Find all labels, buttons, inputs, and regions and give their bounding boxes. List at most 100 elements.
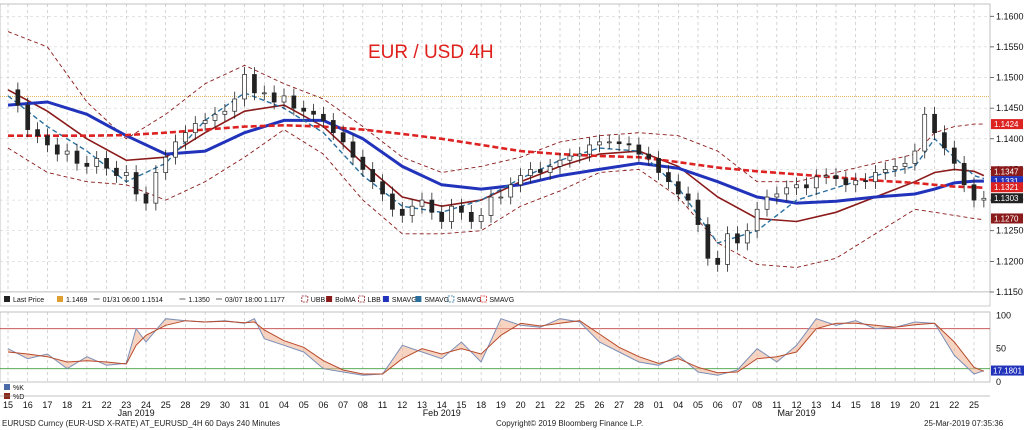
- price-badge-label: 1.1303: [994, 194, 1019, 203]
- x-day-label: 22: [102, 400, 112, 410]
- indicator-panel: 100 50 017.1801 %K %D: [0, 310, 1024, 401]
- x-day-label: 15: [3, 400, 13, 410]
- candle-body: [695, 199, 701, 225]
- price-tick-label: 1.1500: [996, 73, 1024, 83]
- x-month-label: Mar 2019: [778, 408, 816, 418]
- x-day-label: 20: [516, 400, 526, 410]
- price-badge-label: 1.1321: [994, 183, 1019, 192]
- candle-body: [557, 159, 563, 167]
- x-day-label: 08: [752, 400, 762, 410]
- candle-body: [813, 176, 819, 189]
- indicator-badge-label: 17.1801: [993, 367, 1022, 376]
- x-day-label: 15: [851, 400, 861, 410]
- candle-body: [892, 166, 898, 170]
- indicator-legend-label: %D: [13, 394, 24, 401]
- candle-body: [705, 224, 711, 259]
- candle-body: [804, 184, 809, 189]
- square-icon: [382, 296, 389, 302]
- candle-body: [636, 144, 642, 155]
- candle-body: [163, 156, 169, 173]
- candle-body: [587, 144, 592, 155]
- candle-body: [646, 153, 652, 159]
- x-day-label: 12: [792, 400, 802, 410]
- candle-body: [468, 211, 474, 222]
- candle-body: [735, 233, 740, 244]
- x-day-label: 06: [318, 400, 328, 410]
- square-icon: [326, 296, 333, 302]
- candle-body: [84, 162, 90, 167]
- x-day-label: 28: [180, 400, 190, 410]
- candle-body: [419, 199, 425, 207]
- candle-body: [981, 197, 987, 201]
- candle-body: [754, 208, 760, 232]
- price-tick-label: 1.1200: [996, 256, 1024, 266]
- candle-body: [291, 95, 297, 109]
- x-day-label: 07: [338, 400, 348, 410]
- candle-body: [114, 167, 119, 176]
- legend-label: Last Price: [13, 297, 44, 304]
- x-day-label: 29: [200, 400, 210, 410]
- x-day-label: 22: [949, 400, 959, 410]
- legend-label: 1.1350: [188, 297, 210, 304]
- candle-body: [459, 205, 464, 213]
- legend-label: SMAVG: [489, 297, 514, 304]
- candle-body: [666, 172, 671, 183]
- dash-icon: [358, 295, 366, 303]
- candle-body: [833, 175, 839, 179]
- x-day-label: 18: [476, 400, 486, 410]
- candle-body: [853, 180, 859, 186]
- candle-body: [360, 156, 366, 170]
- candle-body: [153, 172, 159, 204]
- legend-label: LBB: [368, 297, 382, 304]
- candle-body: [932, 113, 937, 134]
- candle-body: [15, 89, 21, 106]
- price-tick-label: 1.1550: [996, 42, 1024, 52]
- candle-body: [380, 181, 385, 195]
- candle-body: [183, 132, 188, 143]
- candle-body: [390, 193, 395, 210]
- price-badge: [991, 213, 1023, 224]
- smavg-slow-line: [7, 100, 984, 205]
- candle-body: [54, 144, 60, 155]
- x-day-label: 21: [930, 400, 940, 410]
- footer-left: EURUSD Curncy (EUR-USD X-RATE) AT_EURUSD…: [2, 419, 280, 428]
- square-icon: [57, 296, 63, 302]
- candle-body: [192, 123, 198, 134]
- candle-body: [330, 120, 336, 134]
- price-badge-label: 1.1331: [994, 177, 1019, 186]
- legend: Last Price 1.1469 01/31 06:00 1.1514 1.1350…: [0, 291, 991, 307]
- price-badge: [991, 119, 1023, 130]
- x-day-label: 25: [575, 400, 585, 410]
- candle-body: [202, 120, 208, 124]
- candle-body: [498, 196, 504, 199]
- candle-body: [340, 132, 346, 143]
- x-day-label: 07: [732, 400, 742, 410]
- x-day-label: 28: [634, 400, 644, 410]
- x-day-label: 25: [161, 400, 171, 410]
- square-icon: [4, 384, 10, 390]
- candle-body: [656, 158, 661, 173]
- candle-body: [173, 141, 178, 158]
- candle-body: [25, 104, 31, 130]
- legend-label: 01/31 06:00 1.1514: [103, 297, 163, 304]
- x-day-label: 01: [259, 400, 269, 410]
- candle-body: [774, 193, 780, 198]
- x-day-label: 05: [299, 400, 309, 410]
- candle-body: [794, 184, 799, 189]
- price-tick-label: 1.1150: [996, 287, 1023, 297]
- dash-icon: [301, 295, 309, 303]
- candle-body: [567, 155, 573, 161]
- candle-body: [488, 196, 494, 216]
- x-day-label: 11: [378, 400, 387, 410]
- price-badge: [991, 193, 1023, 204]
- candle-body: [675, 181, 681, 195]
- footer-right: 25-Mar-2019 07:35:36: [924, 419, 1004, 428]
- x-day-label: 17: [42, 400, 52, 410]
- candle-body: [606, 141, 612, 144]
- candle-body: [873, 172, 878, 183]
- x-day-label: 15: [456, 400, 466, 410]
- candle-body: [261, 92, 267, 95]
- price-tick-label: 1.1400: [996, 134, 1024, 144]
- legend-label: SMAVG: [457, 297, 482, 304]
